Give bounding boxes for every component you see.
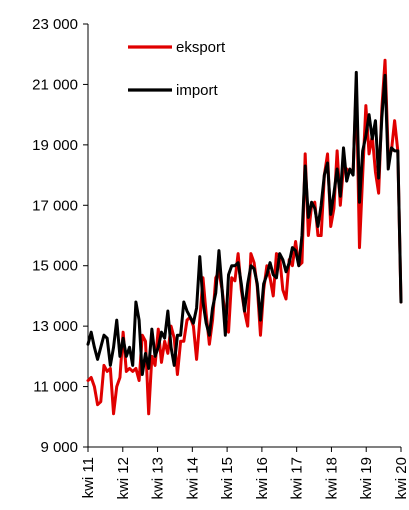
y-tick-label: 23 000	[32, 16, 78, 33]
y-tick-label: 11 000	[33, 379, 78, 396]
x-tick-label: kwi 16	[254, 457, 271, 500]
y-tick-label: 19 000	[32, 137, 78, 154]
chart-axes	[87, 24, 401, 448]
legend: eksport import	[128, 39, 226, 99]
x-tick-label: kwi 13	[150, 457, 167, 500]
y-tick-label: 15 000	[32, 258, 78, 275]
legend-label-eksport: eksport	[176, 39, 226, 56]
x-tick-label: kwi 17	[289, 457, 306, 500]
y-tick-label: 9 000	[40, 439, 78, 456]
x-tick-label: kwi 14	[184, 457, 201, 500]
y-tick-label: 13 000	[32, 318, 78, 335]
series-line-import	[86, 70, 403, 376]
y-tick-label: 17 000	[32, 197, 78, 214]
x-tick-label: kwi 20	[393, 457, 409, 500]
series-layer	[86, 58, 403, 416]
x-ticks: kwi 11 kwi 12 kwi 13 kwi 14 kwi 15 kwi 16 kwi …	[80, 447, 409, 500]
legend-label-import: import	[176, 82, 219, 99]
y-tick-label: 21 000	[32, 76, 78, 93]
y-ticks: 9 000 11 000 13 000 15 000 17 000 19 000 21 00…	[32, 16, 88, 456]
x-tick-label: kwi 19	[358, 457, 375, 500]
x-tick-label: kwi 12	[115, 457, 132, 500]
x-tick-label: kwi 11	[80, 457, 97, 498]
x-tick-label: kwi 18	[323, 457, 340, 500]
x-tick-label: kwi 15	[219, 457, 236, 500]
